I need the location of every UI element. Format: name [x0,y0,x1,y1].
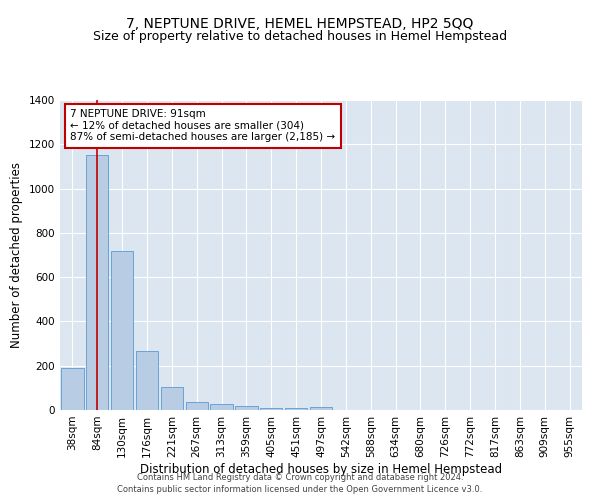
Bar [260,408,283,410]
Text: Contains public sector information licensed under the Open Government Licence v3: Contains public sector information licen… [118,485,482,494]
Bar [211,404,233,410]
Bar [235,406,257,410]
Bar [136,352,158,410]
Text: Size of property relative to detached houses in Hemel Hempstead: Size of property relative to detached ho… [93,30,507,43]
X-axis label: Distribution of detached houses by size in Hemel Hempstead: Distribution of detached houses by size … [140,462,502,475]
Text: Contains HM Land Registry data © Crown copyright and database right 2024.: Contains HM Land Registry data © Crown c… [137,472,463,482]
Bar [111,250,133,410]
Y-axis label: Number of detached properties: Number of detached properties [10,162,23,348]
Bar [86,156,109,410]
Bar [285,408,307,410]
Bar [161,387,183,410]
Text: 7 NEPTUNE DRIVE: 91sqm
← 12% of detached houses are smaller (304)
87% of semi-de: 7 NEPTUNE DRIVE: 91sqm ← 12% of detached… [70,110,335,142]
Text: 7, NEPTUNE DRIVE, HEMEL HEMPSTEAD, HP2 5QQ: 7, NEPTUNE DRIVE, HEMEL HEMPSTEAD, HP2 5… [127,18,473,32]
Bar [61,368,83,410]
Bar [185,402,208,410]
Bar [310,408,332,410]
